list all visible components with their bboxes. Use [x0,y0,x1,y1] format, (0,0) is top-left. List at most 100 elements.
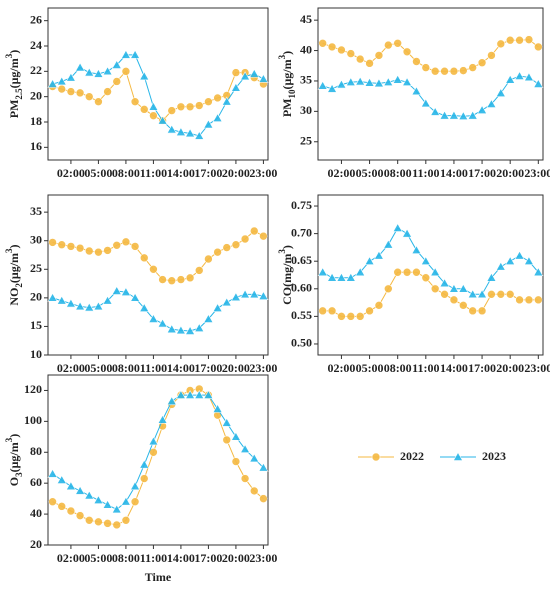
y-axis-label-part: NO [7,288,21,306]
data-point [175,127,186,136]
data-point [440,290,449,299]
data-point [487,290,496,299]
data-point [240,474,250,483]
data-point [47,292,58,302]
data-point [93,68,104,78]
series-line [52,290,264,332]
data-point [121,515,131,525]
panel: 16 18 20 22 24 26 02:00 05:00 08:00 11:00 14:00 17:… [4,7,277,180]
y-tick-label: 22 [30,63,42,77]
data-point [166,124,177,134]
data-point [112,77,122,86]
data-point [258,462,269,472]
data-point [458,111,469,121]
data-point [84,67,95,77]
data-point [355,54,365,64]
panel: 20 40 60 80 100 120 02:00 05:00 08:00 11:00 14:00 1… [4,374,277,584]
data-point [258,291,269,300]
y-tick-label: 10 [30,347,42,361]
data-point [505,74,516,84]
y-axis-label-part: ) [7,50,21,54]
x-tick-label: 08:00 [384,361,412,375]
x-tick-label: 23:00 [524,361,550,375]
data-point [411,86,422,96]
data-point [515,295,524,305]
data-point [194,130,205,140]
plot-frame [47,374,269,546]
data-point [166,396,177,406]
x-tick-label: 08:00 [112,551,140,565]
data-point [94,517,103,527]
data-point [327,272,338,282]
x-tick-label: 05:00 [84,361,112,375]
x-axis-label: Time [145,570,172,584]
y-axis-label-part: (μg/m [7,58,21,88]
data-point [439,278,450,288]
data-point [421,273,431,283]
data-point [524,295,534,305]
data-point [130,49,141,59]
y-tick-label: 80 [30,444,42,458]
data-point [102,295,113,305]
x-tick-label: 02:00 [57,551,85,565]
data-point [345,272,356,282]
data-point [364,256,375,266]
data-point [449,295,459,305]
data-point [420,256,431,266]
y-tick-label: 30 [300,103,312,117]
y-tick-label: 0.75 [291,198,312,212]
data-point [130,242,140,251]
data-point [212,403,223,413]
data-point [185,273,195,283]
data-point [240,71,251,81]
data-point [185,128,196,138]
data-point [402,228,413,238]
y-axis-label-part: CO(mg/m [280,254,294,305]
data-point [439,110,450,120]
y-tick-label: 40 [30,506,42,520]
data-point [392,74,403,84]
data-point [249,226,259,236]
x-tick-label: 11:00 [140,361,167,375]
data-point [103,246,112,255]
data-point [430,66,440,76]
data-point [130,497,140,507]
data-point [346,49,356,58]
data-point [65,72,76,82]
x-tick-label: 17:00 [468,361,496,375]
data-point [240,289,251,299]
y-tick-label: 60 [30,475,42,489]
y-tick-label: 35 [300,73,312,87]
data-point [75,485,86,495]
data-point [259,494,268,503]
y-axis-label-part: (μg/m [7,442,21,472]
data-point [468,63,477,72]
data-point [212,113,223,122]
y-axis-label: PM10(μg/m3) [277,51,297,117]
data-point [149,264,158,274]
y-axis-label-part: ) [280,245,294,249]
data-point [111,285,122,295]
legend-marker [371,452,381,462]
plot-frame [317,194,544,356]
data-point [158,275,167,284]
y-axis-label-part: 3 [277,249,287,254]
data-point [75,301,86,311]
data-point [194,101,204,110]
data-point [477,105,488,114]
y-axis-label-part: 3 [277,54,287,59]
x-tick-label: 02:00 [57,361,85,375]
data-point [230,82,241,92]
y-tick-label: 18 [30,114,42,128]
y-tick-label: 25 [30,261,42,275]
data-point [231,457,241,466]
y-axis-label-part: 3 [4,437,14,442]
data-point [373,78,384,88]
data-point [317,80,328,90]
y-tick-label: 100 [24,413,42,427]
data-point [139,71,150,81]
data-point [94,247,103,257]
x-tick-label: 05:00 [356,166,384,180]
data-point [203,389,214,399]
x-tick-label: 20:00 [496,166,524,180]
